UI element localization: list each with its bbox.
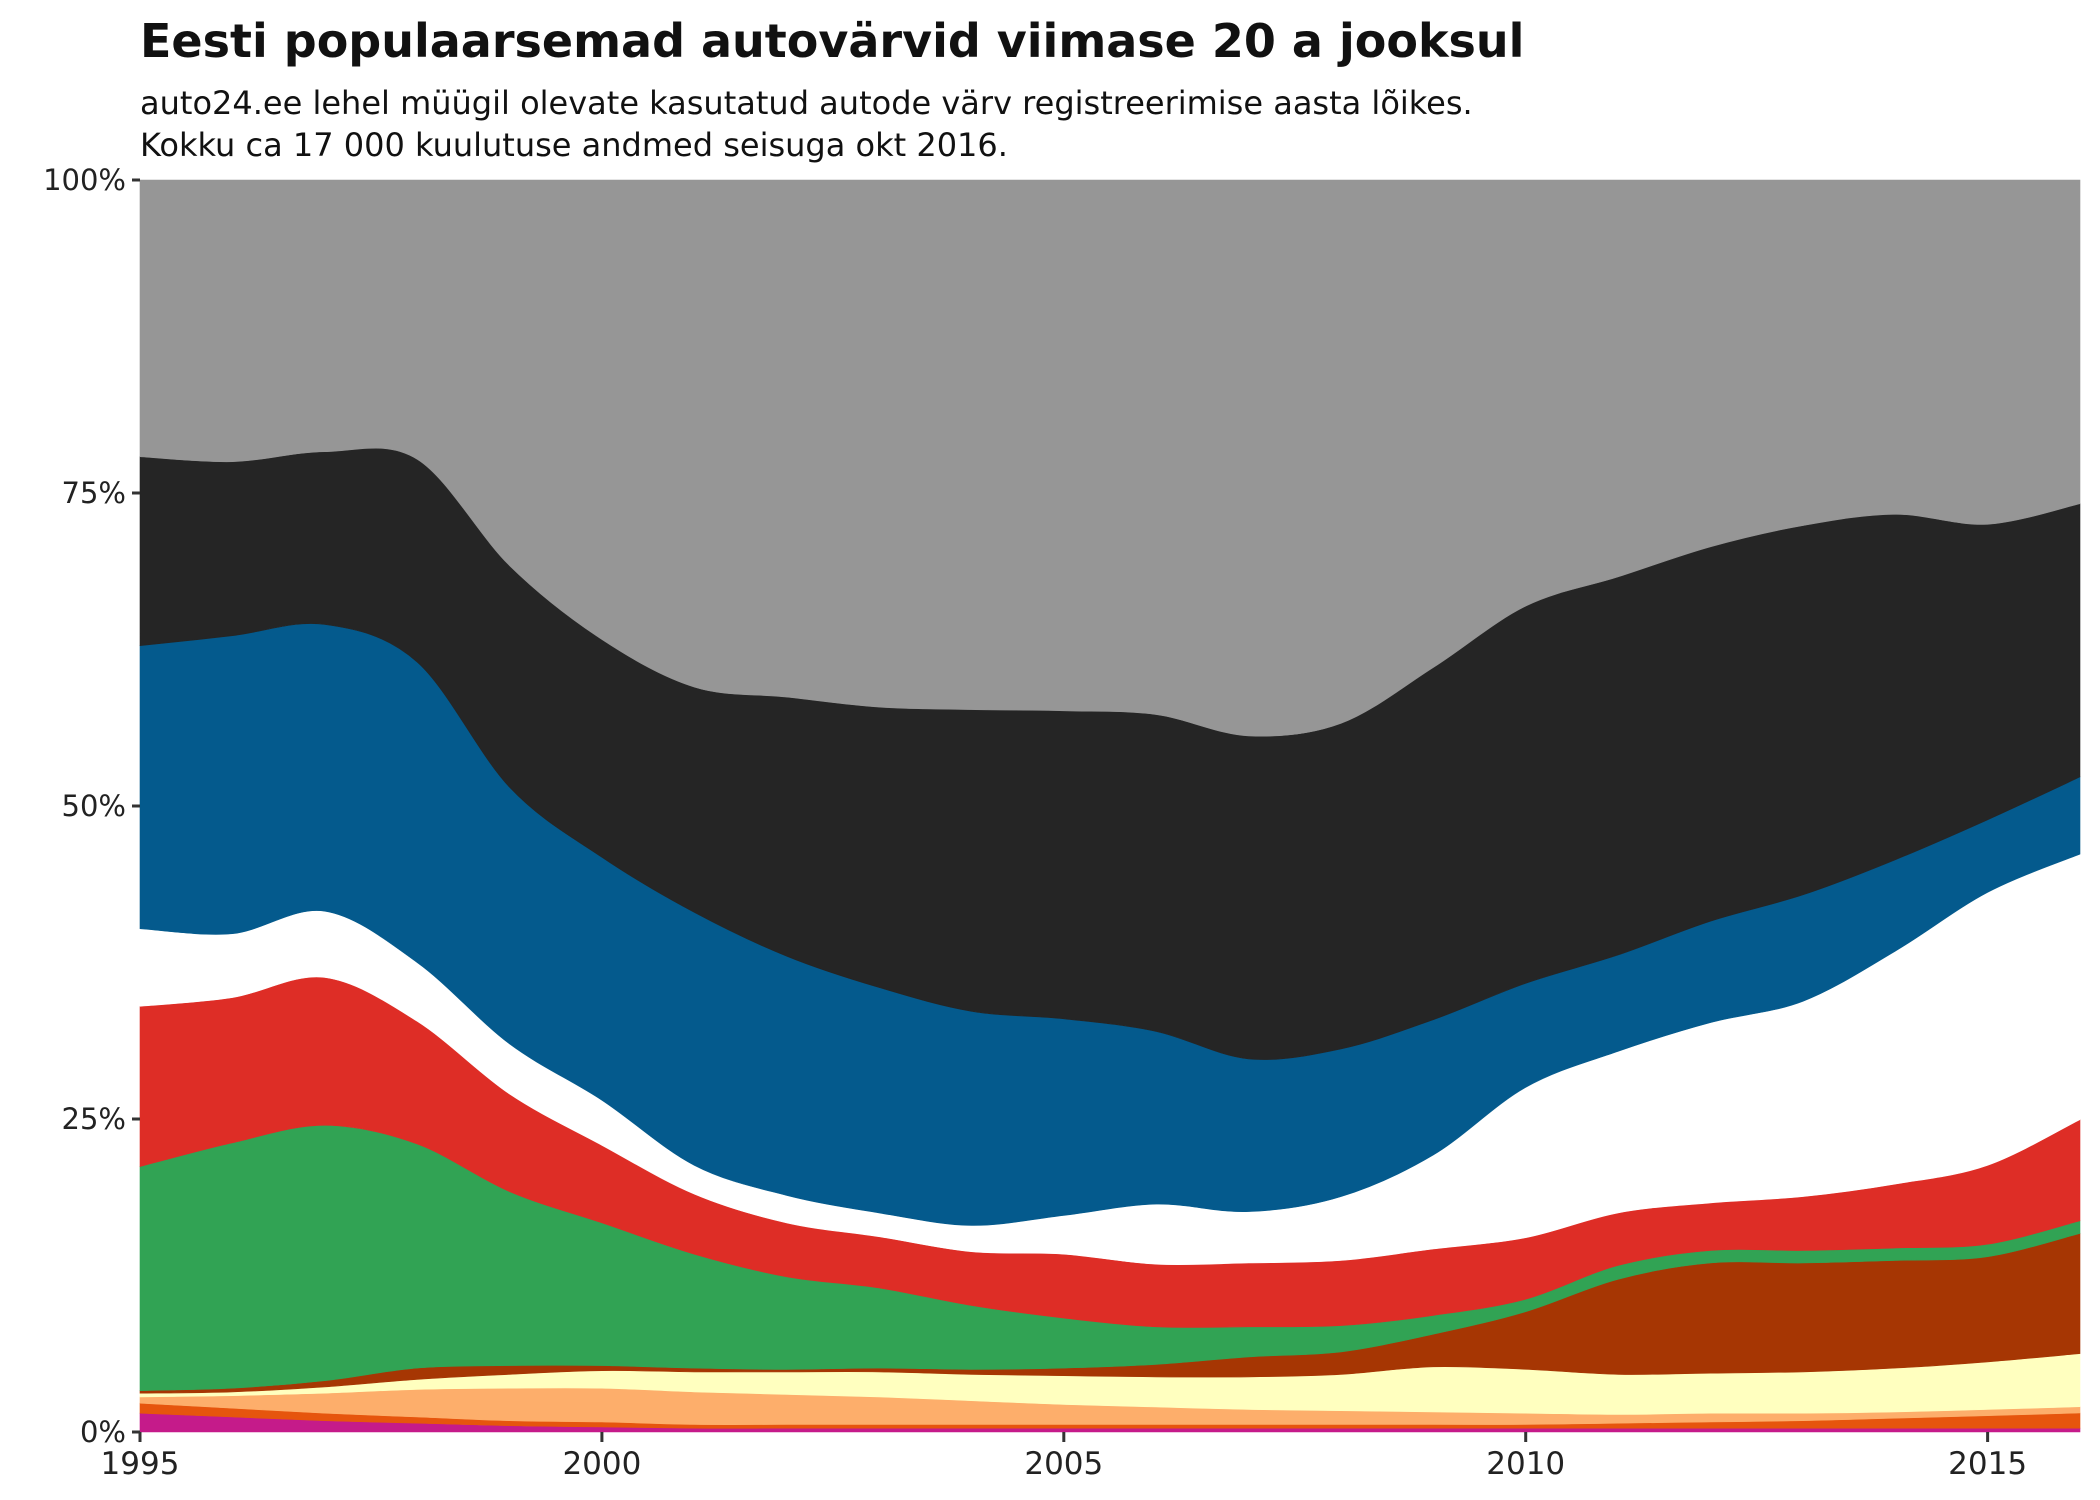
- area-layers: [139, 179, 2081, 1433]
- x-tick-label-2010: 2010: [1486, 1446, 1565, 1482]
- y-tick-label-25: 25%: [62, 1102, 126, 1136]
- x-tick-label-2000: 2000: [562, 1446, 641, 1482]
- y-tick-label-100: 100%: [43, 163, 126, 197]
- chart-subtitle: auto24.ee lehel müügil olevate kasutatud…: [140, 82, 1473, 166]
- subtitle-line-1: auto24.ee lehel müügil olevate kasutatud…: [140, 84, 1473, 122]
- chart-title: Eesti populaarsemad autovärvid viimase 2…: [140, 14, 1525, 68]
- x-tick-label-2015: 2015: [1948, 1446, 2027, 1482]
- y-tick-label-50: 50%: [62, 789, 126, 823]
- subtitle-line-2: Kokku ca 17 000 kuulutuse andmed seisuga…: [140, 126, 1008, 164]
- x-tick-label-2005: 2005: [1024, 1446, 1103, 1482]
- y-tick-label-0: 0%: [80, 1415, 126, 1449]
- y-tick-label-75: 75%: [62, 476, 126, 510]
- axes: 0% 25% 50% 75% 100% 1995 2000 2005 2010 2015: [43, 163, 2027, 1482]
- x-tick-label-1995: 1995: [101, 1446, 180, 1482]
- area-series-11: [139, 179, 2081, 737]
